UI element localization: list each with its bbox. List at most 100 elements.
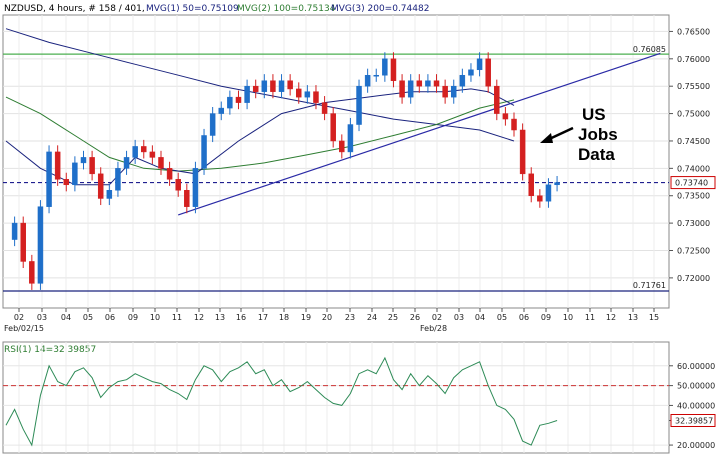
current-price-label: 0.73740 <box>675 179 708 188</box>
price-tick-label: 0.76500 <box>677 27 710 36</box>
price-content <box>3 28 669 292</box>
price-tick-label: 0.75500 <box>677 82 710 91</box>
candle-up <box>244 85 250 103</box>
price-grid <box>3 15 669 308</box>
candle-up <box>382 58 388 76</box>
candle-down <box>29 261 35 284</box>
candle-down <box>502 113 509 120</box>
x-tick-label: 12 <box>606 313 616 322</box>
x-tick-label: 09 <box>128 313 138 322</box>
support-price-label: 0.71761 <box>633 281 666 290</box>
candle-up <box>425 80 431 87</box>
candle-down <box>528 173 534 196</box>
x-axis: 02 03 04 05 06 09 10 11 12 13 16 17 18 19 20 23 24 25 26 02… <box>14 308 659 322</box>
header-timeframe: , 4 hours, # 158 / 401, <box>43 4 145 14</box>
candle-up <box>373 74 379 77</box>
x-tick-label: 19 <box>301 313 311 322</box>
candle-up <box>450 85 457 98</box>
x-tick-label: 03 <box>37 313 47 322</box>
x-tick-label: 20 <box>322 313 332 322</box>
resistance-price-label: 0.76085 <box>633 45 666 54</box>
x-tick-label: 04 <box>475 313 485 322</box>
candle-up <box>80 157 87 164</box>
candle-down <box>235 96 242 103</box>
price-axis: 0.76500 0.76000 0.75500 0.75000 0.74500 0.740… <box>633 27 716 290</box>
x-tick-label: 10 <box>563 313 573 322</box>
candle-up <box>192 168 199 207</box>
rsi-tick-label: 40.00000 <box>677 401 715 410</box>
candle-down <box>416 80 423 87</box>
candle-up <box>554 182 560 186</box>
rsi-grid <box>3 342 669 453</box>
x-tick-label: 02 <box>432 313 442 322</box>
price-tick-label: 0.72000 <box>677 274 710 283</box>
candle-up <box>304 91 311 98</box>
candle-down <box>20 222 26 262</box>
candle-up <box>37 206 44 284</box>
x-tick-label: 16 <box>236 313 246 322</box>
rsi-tick-label: 60.00000 <box>677 362 715 371</box>
candle-up <box>261 80 268 92</box>
price-tick-label: 0.74500 <box>677 137 710 146</box>
x-tick-label: 04 <box>61 313 71 322</box>
candle-up <box>347 124 354 153</box>
candle-down <box>89 157 95 175</box>
x-tick-label: 10 <box>150 313 160 322</box>
candle-up <box>227 96 233 109</box>
rsi-title: RSI(1) 14=32.39857 <box>4 345 96 355</box>
x-tick-label: 25 <box>388 313 398 322</box>
candle-down <box>252 85 259 92</box>
candle-down <box>399 80 405 98</box>
price-tick-label: 0.76000 <box>677 55 710 64</box>
x-tick-label: 06 <box>105 313 115 322</box>
header-mvg2: MVG(2) 100=0.75134 <box>237 4 336 14</box>
candle-down <box>296 88 302 98</box>
header-mvg1: MVG(1) 50=0.75109 <box>146 4 239 14</box>
x-tick-label: 05 <box>83 313 93 322</box>
rsi-tick-label: 50.00000 <box>677 382 715 391</box>
candle-down <box>141 146 147 153</box>
x-tick-label: 02 <box>14 313 24 322</box>
candle-down <box>485 58 491 87</box>
header-symbol: NZDUSD <box>4 4 43 14</box>
price-tick-label: 0.74000 <box>677 164 710 173</box>
candle-up <box>201 135 207 169</box>
uptrend-line <box>178 52 661 216</box>
rsi-tick-label: 20.00000 <box>677 441 715 450</box>
price-tick-label: 0.73500 <box>677 192 710 201</box>
candle-down <box>511 118 517 131</box>
candle-up <box>132 146 138 158</box>
candle-up <box>356 85 362 125</box>
candle-up <box>545 184 552 202</box>
candle-down <box>158 157 164 169</box>
candle-up <box>209 113 216 136</box>
rsi-current-label: 32.39857 <box>675 416 713 425</box>
candle-up <box>106 190 113 199</box>
price-tick-label: 0.72500 <box>677 246 710 255</box>
candle-up <box>72 162 78 186</box>
x-tick-label: 03 <box>454 313 464 322</box>
candle-down <box>537 195 543 202</box>
x-tick-label: 13 <box>215 313 225 322</box>
candle-down <box>166 168 173 180</box>
candle-up <box>115 168 121 191</box>
x-tick-label: 06 <box>519 313 529 322</box>
candle-down <box>433 80 440 87</box>
x-tick-label: 09 <box>541 313 551 322</box>
x-tick-label: 11 <box>172 313 182 322</box>
x-tick-label: 26 <box>410 313 420 322</box>
annotation-arrowhead-icon <box>540 133 553 143</box>
ma-50-line <box>5 88 515 186</box>
candle-down <box>97 173 104 199</box>
candle-down <box>390 58 397 81</box>
x-tick-label: 18 <box>279 313 289 322</box>
candle-down <box>175 179 181 191</box>
annotation-us-jobs: US Jobs Data <box>540 105 618 164</box>
candle-down <box>519 129 526 175</box>
x-tick-label: 24 <box>367 313 377 322</box>
candle-down <box>321 102 328 114</box>
candle-up <box>468 69 474 76</box>
candle-down <box>442 85 448 98</box>
rsi-content <box>3 356 669 447</box>
